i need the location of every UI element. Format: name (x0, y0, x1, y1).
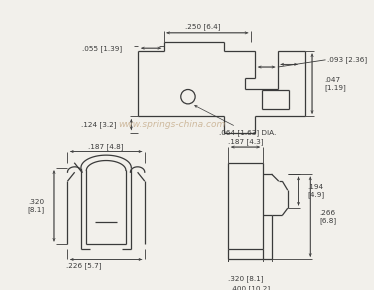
Text: .093 [2.36]: .093 [2.36] (327, 57, 367, 63)
Text: .055 [1.39]: .055 [1.39] (82, 45, 122, 52)
Text: .320 [8.1]: .320 [8.1] (228, 275, 263, 282)
Text: .266
[6.8]: .266 [6.8] (319, 210, 336, 224)
Text: .064 [1.63] DIA.: .064 [1.63] DIA. (195, 106, 277, 136)
Text: www.springs-china.com: www.springs-china.com (118, 120, 226, 129)
Text: .226 [5.7]: .226 [5.7] (66, 262, 101, 269)
Text: .194
[4.9]: .194 [4.9] (307, 184, 325, 198)
Text: .124 [3.2]: .124 [3.2] (80, 121, 116, 128)
Text: .187 [4.8]: .187 [4.8] (88, 143, 124, 150)
Text: .400 [10.2]: .400 [10.2] (230, 286, 270, 290)
Text: .047
[1.19]: .047 [1.19] (325, 77, 346, 90)
Text: .320
[8.1]: .320 [8.1] (27, 199, 44, 213)
Text: .250 [6.4]: .250 [6.4] (185, 23, 220, 30)
Text: .187 [4.3]: .187 [4.3] (228, 138, 263, 145)
